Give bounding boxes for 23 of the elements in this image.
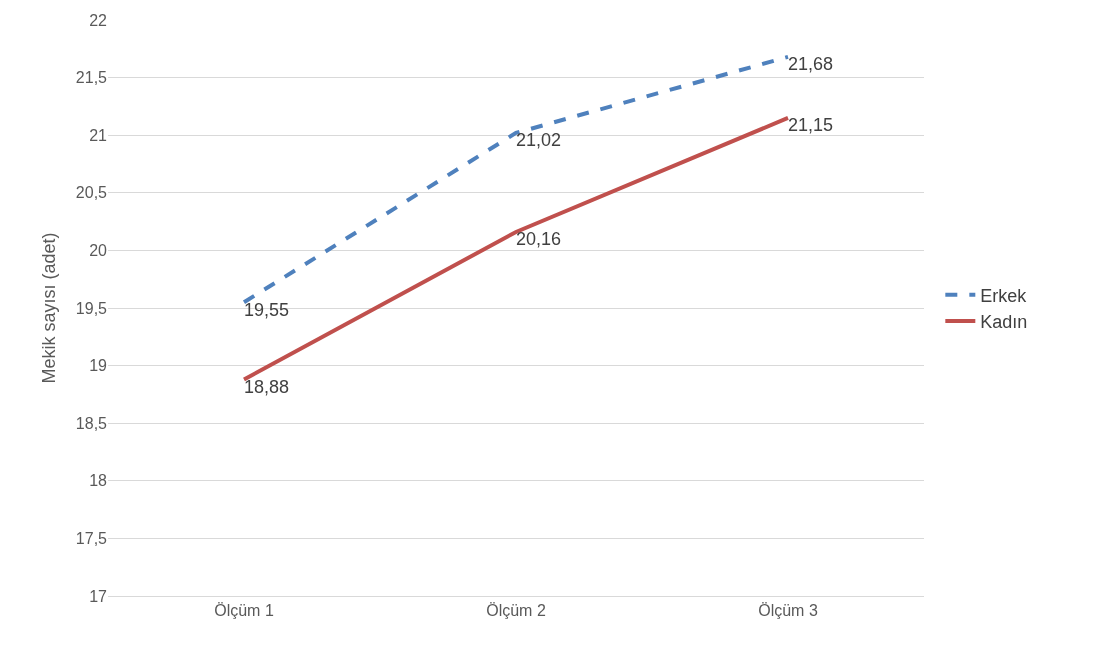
y-tick-label: 20 (89, 242, 108, 259)
y-tick-label: 19 (89, 357, 108, 375)
y-tick-label: 17 (89, 587, 108, 605)
legend-label: Erkek (980, 285, 1028, 306)
y-tick-label: 17,5 (75, 530, 108, 547)
data-label: 21,68 (788, 54, 834, 75)
x-tick-label: Ölçüm 3 (758, 602, 818, 620)
y-tick-label: 18 (89, 472, 108, 490)
y-tick-label: 21,5 (75, 69, 108, 87)
data-label: 21,15 (788, 115, 834, 136)
y-tick-label: 19,5 (75, 299, 108, 317)
y-axis-title: Mekik sayısı (adet) (39, 232, 60, 384)
data-label: 21,02 (516, 130, 562, 151)
data-label: 19,55 (244, 299, 290, 320)
data-label: 18,88 (244, 376, 290, 397)
y-tick-label: 18,5 (75, 414, 108, 432)
y-tick-label: 20,5 (75, 184, 108, 202)
data-label: 20,16 (516, 229, 562, 250)
x-tick-label: Ölçüm 1 (214, 602, 274, 620)
y-tick-label: 21 (89, 126, 108, 144)
legend-label: Kadın (980, 312, 1028, 333)
y-tick-label: 22 (89, 11, 108, 29)
x-tick-label: Ölçüm 2 (486, 602, 546, 620)
